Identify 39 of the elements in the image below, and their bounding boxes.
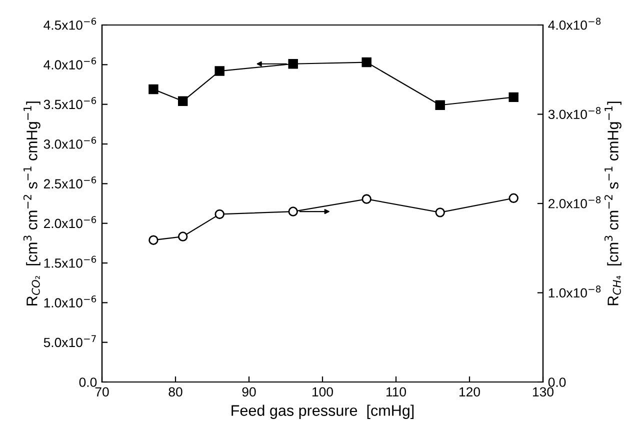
y2-tick-label: 1.0x10$^{−8}$ bbox=[548, 286, 601, 298]
y2-tick-label: 0.0 bbox=[548, 378, 566, 387]
y-tick-label: 4.5x10$^{−6}$ bbox=[44, 18, 96, 30]
point bbox=[148, 235, 158, 245]
y-tick-label: 0.0 bbox=[79, 378, 97, 387]
y2-tick-label: 4.0x10$^{−8}$ bbox=[548, 18, 601, 30]
x-axis-title: Feed gas pressure [cmHg] bbox=[232, 404, 414, 419]
point bbox=[435, 100, 445, 110]
x-tick-label: 80 bbox=[168, 387, 182, 397]
text: R$_{CH₄}$ [cm$^{3}$ cm$^{−2}$ s$^{−1}$ cmHg$^{−1}$] bbox=[604, 102, 622, 306]
y-tick-label: 1.5x10$^{−6}$ bbox=[44, 256, 96, 268]
x-tick-label: 90 bbox=[242, 387, 256, 397]
x-tick-label: 120 bbox=[460, 387, 480, 397]
y-tick-label: 3.0x10$^{−6}$ bbox=[44, 136, 96, 149]
y-tick-label: 2.5x10$^{−6}$ bbox=[44, 176, 96, 188]
y2-tick-label: 2.0x10$^{−8}$ bbox=[548, 196, 601, 208]
point bbox=[362, 57, 372, 68]
point bbox=[214, 66, 224, 76]
y-tick-label: 3.5x10$^{−6}$ bbox=[44, 97, 96, 110]
y-tick-label: 2.0x10$^{−6}$ bbox=[44, 216, 96, 228]
point bbox=[435, 208, 445, 218]
point bbox=[148, 84, 158, 94]
point bbox=[288, 59, 298, 69]
point bbox=[214, 209, 224, 220]
y-tick-label: 4.0x10$^{−6}$ bbox=[44, 57, 96, 70]
y-tick-label: 1.0x10$^{−6}$ bbox=[44, 295, 96, 308]
y2-tick-label: 3.0x10$^{−8}$ bbox=[548, 107, 601, 120]
x-tick-label: 100 bbox=[312, 387, 333, 397]
text: R$_{CO₂}$ [cm$^{3}$ cm$^{−2}$ s$^{−1}$ cmHg$^{−1}$] bbox=[23, 102, 40, 306]
point bbox=[178, 96, 188, 106]
point bbox=[508, 193, 518, 204]
x-tick-label: 110 bbox=[386, 387, 406, 397]
point bbox=[288, 206, 298, 216]
point bbox=[178, 232, 188, 242]
y-tick-label: 5.0x10$^{−7}$ bbox=[44, 335, 96, 348]
point bbox=[362, 194, 372, 204]
point bbox=[508, 92, 518, 102]
x-tick-label: 70 bbox=[95, 387, 109, 397]
x-tick-label: 130 bbox=[533, 387, 554, 397]
